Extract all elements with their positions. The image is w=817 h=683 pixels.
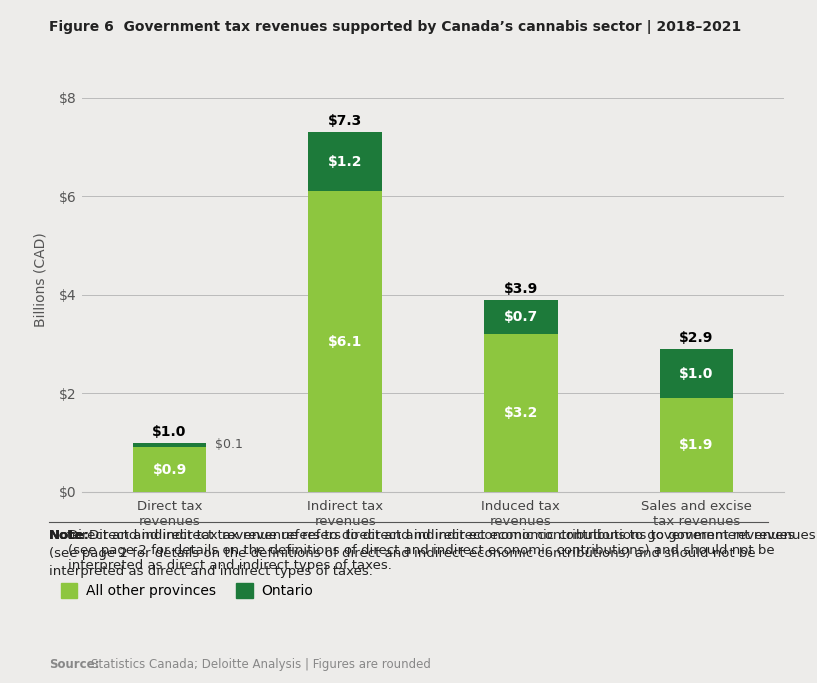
Bar [484,300,558,334]
Text: Direct and indirect tax revenue refers to direct and indirect economic contribut: Direct and indirect tax revenue refers t… [68,529,794,572]
Bar [132,447,207,492]
Text: $6.1: $6.1 [328,335,363,348]
Bar [659,398,734,492]
Y-axis label: Billions (CAD): Billions (CAD) [34,233,48,327]
Text: $0.9: $0.9 [153,462,186,477]
Text: $0.7: $0.7 [504,310,538,324]
Text: $2.9: $2.9 [679,331,714,345]
Text: $1.0: $1.0 [679,367,714,380]
Bar [308,133,382,191]
Text: Note:: Note: [49,529,90,542]
Text: Note: Note [49,529,85,542]
Text: $1.0: $1.0 [152,425,187,438]
Bar [308,191,382,492]
Text: $1.9: $1.9 [679,438,714,452]
Text: $3.9: $3.9 [504,282,538,296]
Text: Note: Direct and indirect tax revenue refers to direct and indirect economic con: Note: Direct and indirect tax revenue re… [49,529,815,579]
Bar [484,334,558,492]
Legend: All other provinces, Ontario: All other provinces, Ontario [60,583,313,598]
Bar [659,349,734,398]
Text: Statistics Canada; Deloitte Analysis | Figures are rounded: Statistics Canada; Deloitte Analysis | F… [91,658,431,671]
Bar [132,443,207,447]
Text: Figure 6  Government tax revenues supported by Canada’s cannabis sector | 2018–2: Figure 6 Government tax revenues support… [49,20,741,34]
Text: Source:: Source: [49,658,100,671]
Text: $0.1: $0.1 [215,438,243,451]
Text: $7.3: $7.3 [328,114,362,128]
Text: $3.2: $3.2 [503,406,538,420]
Text: $1.2: $1.2 [328,155,363,169]
